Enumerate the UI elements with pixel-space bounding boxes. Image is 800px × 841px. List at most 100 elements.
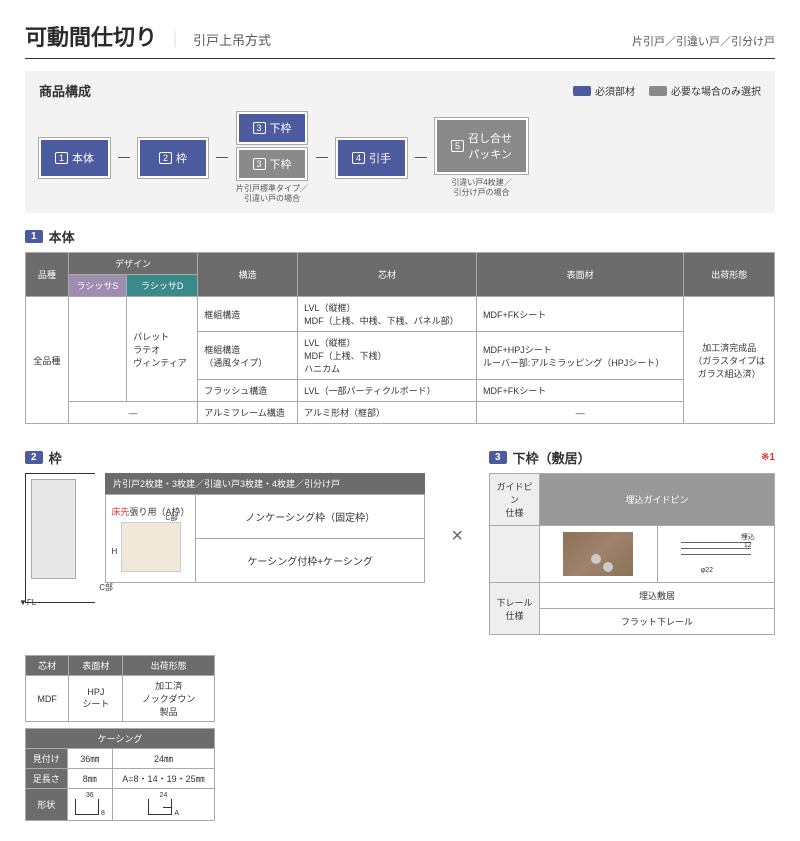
th-lasissa-d: ラシッサD bbox=[127, 275, 198, 297]
sections-row: 2 枠 ▼FL C部 片引戸2枚建・3枚建／引違い戸3枚建・4枚建／引分け戸 bbox=[25, 438, 775, 635]
section-1-heading: 1 本体 bbox=[25, 227, 775, 246]
swatch-blue bbox=[573, 86, 591, 96]
flow-connector bbox=[216, 157, 228, 158]
td-r2-surf: MDF+HPJシート ルーバー部:アルミラッピング（HPJシート） bbox=[476, 332, 683, 380]
sm1-h3: 出荷形態 bbox=[123, 656, 215, 676]
td-r3-surf: MDF+FKシート bbox=[476, 380, 683, 402]
flow-box-5: 5 召し合せ パッキン bbox=[435, 118, 528, 174]
frame-table: 片引戸2枚建・3枚建／引違い戸3枚建・4枚建／引分け戸 床先張り用（A枠） C部… bbox=[105, 473, 425, 603]
sm1-h1: 芯材 bbox=[26, 656, 69, 676]
sm1-c3: 加工済 ノックダウン 製品 bbox=[123, 676, 215, 722]
sm2-r1-a: 36㎜ bbox=[67, 749, 112, 769]
frame-left-rest: 張り用（A枠） bbox=[130, 507, 190, 517]
td-design-s bbox=[68, 297, 127, 402]
td-type: 全品種 bbox=[26, 297, 69, 424]
legend-required-label: 必須部材 bbox=[595, 83, 635, 98]
flow-label-2: 枠 bbox=[176, 150, 187, 166]
lower-r1-label: ガイドピン 仕様 bbox=[490, 474, 540, 526]
dim-depth: 埋込 12 bbox=[741, 532, 755, 549]
sm2-r3-b-dim: 24 bbox=[118, 792, 209, 799]
lower-img-cell bbox=[540, 526, 657, 583]
flow-box-2: 2 枠 bbox=[138, 138, 208, 178]
flow-label-1: 本体 bbox=[72, 150, 94, 166]
sm2-r3-label: 形状 bbox=[26, 789, 68, 821]
flow-label-5: 召し合せ パッキン bbox=[468, 130, 512, 162]
section-2-title: 枠 bbox=[49, 448, 62, 467]
flow-column-3: 3 下枠 3 下枠 片引戸標準タイプ／ 引違い戸の場合 bbox=[236, 112, 308, 203]
td-r4-surf: ― bbox=[476, 402, 683, 424]
flow-num-3a: 3 bbox=[253, 122, 266, 134]
sm2-r3-a2: 8 bbox=[101, 810, 105, 817]
door-diagram-wrap: ▼FL C部 bbox=[25, 473, 95, 603]
section-2-badge: 2 bbox=[25, 451, 43, 464]
flow-box-3b: 3 下枠 bbox=[237, 148, 307, 180]
flow-num-5: 5 bbox=[451, 140, 464, 152]
section-2: 2 枠 ▼FL C部 片引戸2枚建・3枚建／引違い戸3枚建・4枚建／引分け戸 bbox=[25, 438, 425, 635]
legend: 必須部材 必要な場合のみ選択 bbox=[573, 83, 761, 98]
flow-label-3a: 下枠 bbox=[270, 120, 292, 136]
mini-h-label: H bbox=[112, 547, 118, 556]
td-r2-struct: 框組構造 （通風タイプ） bbox=[198, 332, 298, 380]
composition-panel: 商品構成 必須部材 必要な場合のみ選択 1 本体 2 枠 bbox=[25, 71, 775, 213]
lower-h1: 埋込ガイドピン bbox=[540, 474, 775, 526]
section-1-badge: 1 bbox=[25, 230, 43, 243]
sm2-r2-b: A=8・14・19・25㎜ bbox=[112, 769, 214, 789]
door-inner bbox=[31, 479, 76, 579]
flow-column-5: 5 召し合せ パッキン 引違い戸4枚建／ 引分け戸の場合 bbox=[435, 118, 528, 197]
flow-num-2: 2 bbox=[159, 152, 172, 164]
td-r4-design: ― bbox=[68, 402, 197, 424]
material-table: 芯材 表面材 出荷形態 MDF HPJ シート 加工済 ノックダウン 製品 bbox=[25, 655, 215, 722]
th-core: 芯材 bbox=[298, 253, 477, 297]
td-r4-core: アルミ形材（框部） bbox=[298, 402, 477, 424]
sm2-r2-label: 足長さ bbox=[26, 769, 68, 789]
door-diagram bbox=[25, 473, 95, 603]
composition-title: 商品構成 bbox=[39, 81, 91, 100]
guide-pin-photo bbox=[563, 532, 633, 576]
flow-num-4: 4 bbox=[352, 152, 365, 164]
mini-c-label: C部 bbox=[165, 513, 177, 523]
sm1-h2: 表面材 bbox=[69, 656, 123, 676]
td-r3-core: LVL（一部パーティクルボード） bbox=[298, 380, 477, 402]
td-shipping: 加工済完成品 （ガラスタイプは ガラス組込済） bbox=[684, 297, 775, 424]
lower-r2-a: 埋込敷居 bbox=[540, 583, 775, 609]
legend-optional-label: 必要な場合のみ選択 bbox=[671, 83, 761, 98]
guide-pin-diagram: φ22 埋込 12 bbox=[681, 532, 751, 576]
td-r1-struct: 框組構造 bbox=[198, 297, 298, 332]
sm2-r2-a: 8㎜ bbox=[67, 769, 112, 789]
th-design: デザイン bbox=[68, 253, 197, 275]
flow-connector bbox=[118, 157, 130, 158]
td-r1-surf: MDF+FKシート bbox=[476, 297, 683, 332]
header-right-text: 片引戸／引違い戸／引分け戸 bbox=[632, 33, 775, 49]
frame-cell-left: 床先張り用（A枠） C部 H bbox=[106, 495, 196, 582]
sm1-c2: HPJ シート bbox=[69, 676, 123, 722]
casing-table: ケーシング 見付け 36㎜ 24㎜ 足長さ 8㎜ A=8・14・19・25㎜ 形… bbox=[25, 728, 215, 821]
casing-shape-2 bbox=[148, 799, 172, 815]
lower-diagram-cell: φ22 埋込 12 bbox=[657, 526, 774, 583]
td-r1-core: LVL（縦框） MDF（上桟、中桟、下桟、パネル部） bbox=[298, 297, 477, 332]
th-type: 品種 bbox=[26, 253, 69, 297]
sm2-r3-b2: A bbox=[174, 810, 179, 817]
sm1-c1: MDF bbox=[26, 676, 69, 722]
sm2-r1-b: 24㎜ bbox=[112, 749, 214, 769]
flow-label-3b: 下枠 bbox=[270, 156, 292, 172]
section-2-heading: 2 枠 bbox=[25, 448, 425, 467]
flow-stack: 3 下枠 3 下枠 bbox=[237, 112, 307, 180]
lower-r1-label-b bbox=[490, 526, 540, 583]
flow-diagram: 1 本体 2 枠 3 下枠 3 下枠 bbox=[39, 112, 761, 203]
flow-label-4: 引手 bbox=[369, 150, 391, 166]
sm2-r3-a: 36 8 bbox=[67, 789, 112, 821]
floor-line bbox=[26, 602, 95, 603]
cross-icon: × bbox=[451, 525, 463, 548]
section-3-note: ※1 bbox=[761, 452, 775, 463]
flow-num-1: 1 bbox=[55, 152, 68, 164]
header: 可動間仕切り ｜ 引戸上吊方式 片引戸／引違い戸／引分け戸 bbox=[25, 20, 775, 59]
flow-box-4: 4 引手 bbox=[336, 138, 407, 178]
flow-connector bbox=[316, 157, 328, 158]
lower-r2-b: フラット下レール bbox=[540, 609, 775, 635]
title-separator: ｜ bbox=[167, 26, 183, 50]
section-3-title: 下枠（敷居） bbox=[513, 448, 591, 467]
frame-left-red: 床先 bbox=[111, 507, 129, 517]
frame-content: ▼FL C部 片引戸2枚建・3枚建／引違い戸3枚建・4枚建／引分け戸 床先張り用… bbox=[25, 473, 425, 603]
composition-header: 商品構成 必須部材 必要な場合のみ選択 bbox=[39, 81, 761, 100]
legend-required: 必須部材 bbox=[573, 83, 635, 98]
